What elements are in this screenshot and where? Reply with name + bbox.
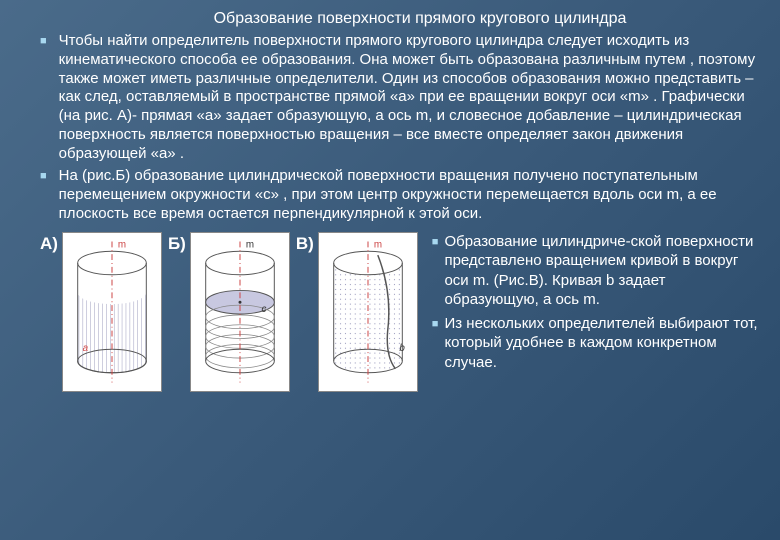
curve-b-label: b xyxy=(399,343,405,354)
figure-b: Б) m c xyxy=(168,232,290,392)
bullet-text: На (рис.Б) образование цилиндрической по… xyxy=(59,167,760,223)
figures-row: А) m a Б) xyxy=(40,232,760,392)
figure-label-a: А) xyxy=(40,234,58,254)
bullet-item: ■ На (рис.Б) образование цилиндрической … xyxy=(40,167,760,223)
bullet-item: ■ Чтобы найти определитель поверхности п… xyxy=(40,32,760,163)
side-bullet: ■ Образование цилиндриче-ской поверхност… xyxy=(432,232,760,310)
cylinder-a-svg: m a xyxy=(62,232,162,392)
curve-c-label: c xyxy=(261,304,266,315)
bullet-icon: ■ xyxy=(432,235,439,310)
bullet-icon: ■ xyxy=(40,170,47,223)
bullet-text: Чтобы найти определитель поверхности пря… xyxy=(59,32,760,163)
side-bullet-text: Образование цилиндриче-ской поверхности … xyxy=(444,232,760,310)
cylinder-b-svg: m c xyxy=(190,232,290,392)
cylinder-c-svg: m b xyxy=(318,232,418,392)
figure-label-b: Б) xyxy=(168,234,186,254)
axis-label: m xyxy=(374,239,382,250)
bullet-icon: ■ xyxy=(40,35,47,163)
bullet-icon: ■ xyxy=(432,317,439,373)
curve-a-label: a xyxy=(83,343,89,354)
axis-label: m xyxy=(246,239,254,250)
side-bullet: ■ Из нескольких определителей выбирают т… xyxy=(432,314,760,373)
side-bullet-text: Из нескольких определителей выбирают тот… xyxy=(444,314,760,373)
figure-a: А) m a xyxy=(40,232,162,392)
axis-label: m xyxy=(118,239,126,250)
side-text-col: ■ Образование цилиндриче-ской поверхност… xyxy=(432,232,760,392)
page-title: Образование поверхности прямого круговог… xyxy=(80,10,760,28)
figure-c: В) m b xyxy=(296,232,418,392)
figure-label-c: В) xyxy=(296,234,314,254)
